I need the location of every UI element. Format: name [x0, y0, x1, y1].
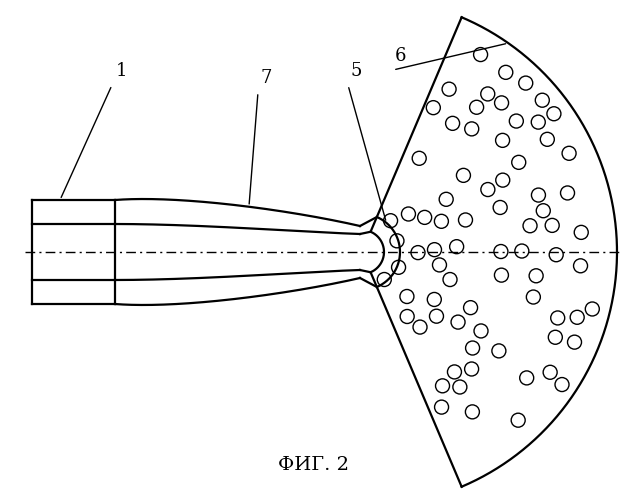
Text: 5: 5 — [350, 62, 361, 80]
Text: ФИГ. 2: ФИГ. 2 — [278, 456, 350, 474]
Text: 1: 1 — [116, 62, 127, 80]
Text: 6: 6 — [395, 47, 406, 65]
Text: 7: 7 — [260, 69, 271, 87]
